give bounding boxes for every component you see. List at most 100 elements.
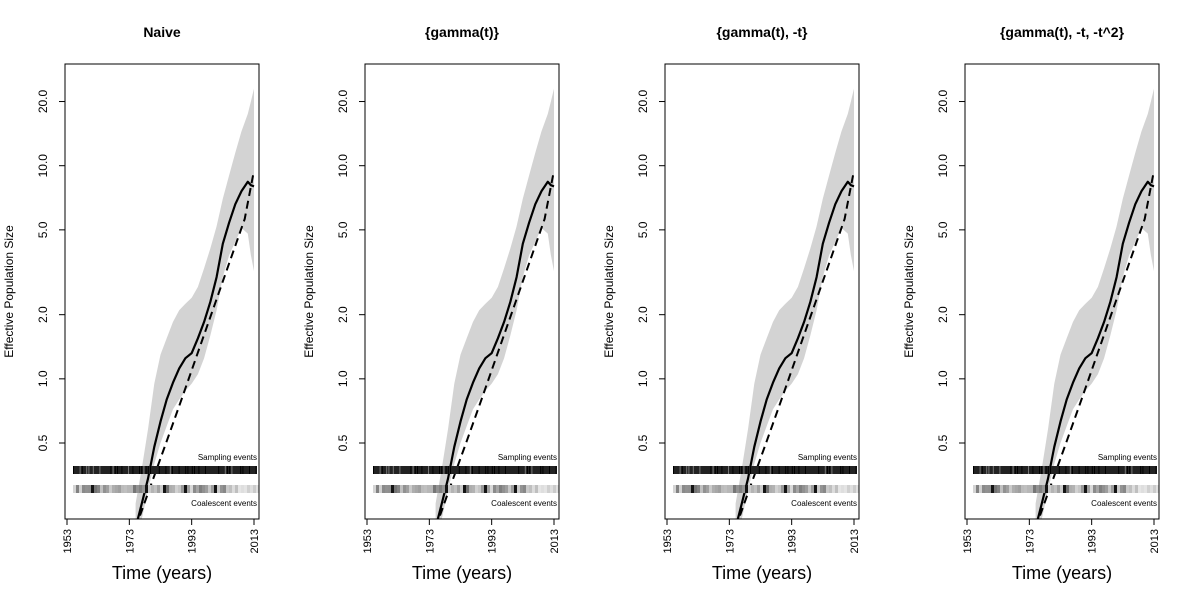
coalescent-event-cell [376, 485, 379, 493]
sampling-events-label: Sampling events [498, 453, 557, 462]
coalescent-event-cell [118, 485, 121, 493]
coalescent-event-cell [427, 485, 430, 493]
coalescent-event-cell [1117, 485, 1120, 493]
coalescent-event-cell [211, 485, 214, 493]
sampling-event-tick [229, 466, 231, 474]
sampling-event-tick [1069, 466, 1071, 474]
sampling-event-tick [485, 466, 487, 474]
sampling-event-tick [1124, 466, 1126, 474]
plot-frame [664, 63, 860, 520]
estimate-line [136, 180, 255, 519]
coalescent-event-cell [406, 485, 409, 493]
y-tick-label: 0.5 [336, 434, 350, 451]
coalescent-event-cell [151, 485, 154, 493]
coalescent-event-cell [1051, 485, 1054, 493]
sampling-event-tick [681, 466, 683, 474]
coalescent-event-cell [1036, 485, 1039, 493]
sampling-event-tick [145, 466, 147, 474]
sampling-event-tick [1085, 466, 1087, 474]
x-tick-label: 1973 [424, 529, 436, 553]
sampling-event-tick [205, 466, 206, 474]
coalescent-events-label: Coalescent events [191, 499, 257, 508]
coalescent-event-cell [433, 485, 436, 493]
y-tick-label: 2.0 [336, 306, 350, 323]
sampling-event-tick [1155, 466, 1157, 474]
sampling-event-tick [128, 466, 129, 474]
sampling-event-tick [712, 466, 714, 474]
x-tick-label: 1993 [487, 529, 499, 553]
coalescent-event-cell [190, 485, 193, 493]
plot-area [735, 88, 855, 519]
x-tick-label: 1953 [662, 529, 674, 553]
coalescent-event-cell [1093, 485, 1096, 493]
coalescent-event-cell [736, 485, 739, 493]
coalescent-events-label: Coalescent events [1091, 499, 1157, 508]
sampling-event-tick [743, 466, 745, 474]
coalescent-event-cell [1078, 485, 1081, 493]
coalescent-event-cell [1156, 485, 1159, 493]
coalescent-events-strip [973, 485, 1159, 493]
coalescent-event-cell [856, 485, 859, 493]
coalescent-event-cell [85, 485, 88, 493]
coalescent-event-cell [850, 485, 853, 493]
credible-band [735, 88, 854, 519]
coalescent-event-cell [112, 485, 115, 493]
coalescent-event-cell [553, 485, 556, 493]
coalescent-event-cell [1054, 485, 1057, 493]
coalescent-event-cell [751, 485, 754, 493]
sampling-event-tick [1047, 466, 1049, 474]
y-tick-label: 20.0 [636, 89, 650, 113]
coalescent-event-cell [145, 485, 148, 493]
coalescent-event-cell [724, 485, 727, 493]
coalescent-event-cell [91, 485, 94, 493]
coalescent-event-cell [547, 485, 550, 493]
y-tick-label: 2.0 [36, 306, 50, 323]
sampling-event-tick [92, 466, 94, 474]
y-tick-label: 1.0 [936, 370, 950, 387]
y-tick-label: 10.0 [636, 154, 650, 178]
coalescent-event-cell [379, 485, 382, 493]
sampling-event-tick [855, 466, 857, 474]
coalescent-event-cell [394, 485, 397, 493]
coalescent-event-cell [1048, 485, 1051, 493]
sampling-event-tick [249, 466, 250, 474]
coalescent-event-cell [235, 485, 238, 493]
coalescent-event-cell [790, 485, 793, 493]
coalescent-event-cell [532, 485, 535, 493]
sampling-event-tick [818, 466, 820, 474]
coalescent-event-cell [253, 485, 256, 493]
sampling-event-tick [710, 466, 712, 474]
panel-title: Naive [143, 24, 181, 40]
sampling-event-tick [829, 466, 831, 474]
coalescent-event-cell [238, 485, 241, 493]
coalescent-event-cell [1015, 485, 1018, 493]
sampling-event-tick [143, 466, 145, 474]
coalescent-event-cell [745, 485, 748, 493]
sampling-event-tick [1127, 466, 1128, 474]
coalescent-event-cell [535, 485, 538, 493]
y-tick-label: 5.0 [936, 221, 950, 238]
sampling-event-tick [121, 466, 123, 474]
sampling-event-tick [1098, 466, 1100, 474]
truth-line [137, 170, 255, 519]
sampling-event-tick [981, 466, 983, 474]
coalescent-event-cell [1030, 485, 1033, 493]
coalescent-event-cell [1066, 485, 1069, 493]
sampling-event-tick [86, 466, 88, 474]
panel-4: Sampling events Coalescent events 0.5 1.0 2.… [902, 24, 1161, 583]
sampling-event-tick [472, 466, 473, 474]
sampling-event-tick [1017, 466, 1018, 474]
coalescent-event-cell [673, 485, 676, 493]
coalescent-event-cell [445, 485, 448, 493]
sampling-event-tick [1140, 466, 1142, 474]
sampling-event-tick [721, 466, 723, 474]
coalescent-event-cell [853, 485, 856, 493]
y-tick-label: 1.0 [636, 370, 650, 387]
coalescent-event-cell [88, 485, 91, 493]
truth-line [437, 170, 555, 519]
coalescent-event-cell [439, 485, 442, 493]
coalescent-event-cell [175, 485, 178, 493]
sampling-events-ticks [973, 466, 1157, 474]
sampling-event-tick [439, 466, 440, 474]
coalescent-event-cell [109, 485, 112, 493]
